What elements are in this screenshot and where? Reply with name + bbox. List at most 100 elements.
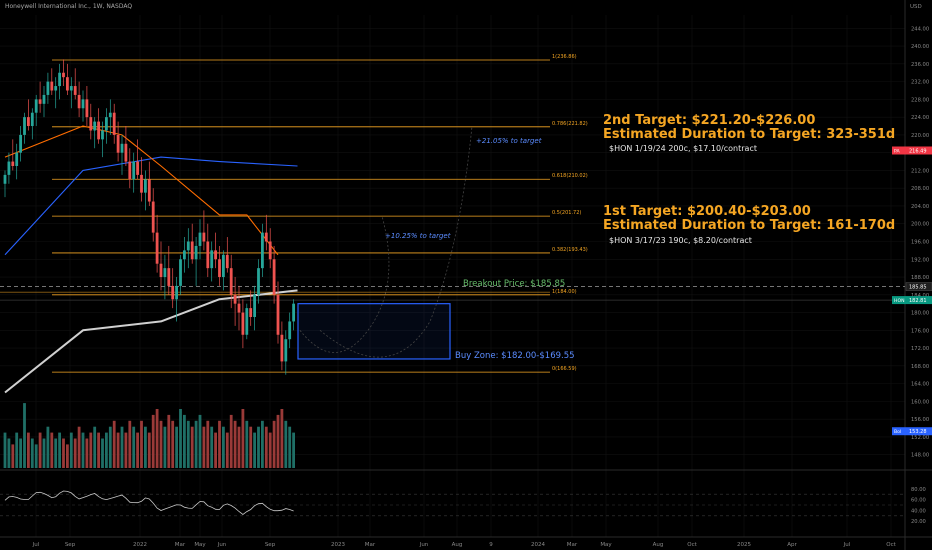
time-tick-label: Sep (265, 542, 276, 548)
volume-bar (38, 432, 42, 468)
fib-level-label: 1(236.86) (552, 54, 577, 60)
volume-bar (190, 426, 194, 468)
price-badge-tag-label: HON (894, 298, 905, 304)
candle-body (11, 161, 15, 166)
candle-body (136, 161, 139, 175)
volume-bar (183, 414, 186, 468)
price-badge (906, 427, 932, 436)
candle-body (159, 263, 163, 278)
price-badge-tag (892, 146, 906, 155)
volume-bar (116, 432, 120, 468)
price-badge-tag-label: PA (894, 149, 900, 155)
candle-body (194, 245, 198, 260)
volume-bar (264, 426, 268, 468)
candle-body (124, 143, 128, 162)
volume-bar (58, 432, 61, 468)
candle-body (105, 117, 108, 131)
volume-bar (155, 409, 159, 468)
volume-bar (30, 438, 34, 468)
target1-title: 1st Target: $200.40-$203.00 (603, 204, 811, 219)
volume-bar (159, 420, 163, 468)
volume-bar (54, 438, 58, 468)
candle-body (7, 161, 11, 175)
candle-body (284, 339, 288, 362)
price-tick-label: 200.00 (911, 222, 929, 228)
price-badge-value: 216.49 (909, 149, 927, 155)
candle-body (218, 259, 221, 278)
volume-bar (27, 432, 30, 468)
candle-body (183, 250, 186, 260)
volume-bar (218, 420, 221, 468)
volume-bar (34, 444, 38, 468)
candle-body (288, 321, 292, 340)
price-tick-label: 196.00 (911, 240, 929, 246)
volume-bar (112, 420, 116, 468)
oscillator-pane (0, 490, 905, 517)
candle-body (19, 134, 22, 153)
price-badge-tag (892, 296, 906, 305)
target2-option: $HON 1/19/24 200c, $17.10/contract (609, 144, 757, 153)
projected-path-2 (319, 125, 473, 358)
volume-bar (206, 420, 210, 468)
moving-average-line (4, 289, 298, 394)
time-tick-label: Aug (452, 542, 463, 548)
price-tick-label: 208.00 (911, 186, 929, 192)
candle-body (280, 334, 284, 362)
volume-bar (105, 432, 108, 468)
drawings (297, 125, 473, 360)
time-tick-label: Jun (217, 542, 227, 548)
price-tick-label: 148.00 (911, 453, 929, 459)
price-tick-label: 164.00 (911, 382, 929, 388)
candle-body (50, 81, 54, 91)
price-badge-tag (892, 427, 906, 436)
candle-body (186, 241, 190, 251)
time-tick-label: Jul (32, 542, 40, 548)
volume-bar (163, 426, 167, 468)
buy-zone-label: Buy Zone: $182.00-$169.55 (455, 351, 575, 361)
volume-bars (3, 403, 295, 468)
candle-body (81, 99, 85, 109)
volume-bar (214, 432, 217, 468)
candle-body (147, 179, 151, 202)
candle-body (214, 250, 217, 260)
candle-body (132, 161, 136, 180)
volume-bar (179, 409, 182, 468)
fib-level-label: 0(166.59) (552, 366, 577, 372)
price-tick-label: 152.00 (911, 435, 929, 441)
price-tick-label: 160.00 (911, 399, 929, 405)
volume-bar (81, 432, 85, 468)
candle-body (54, 86, 58, 91)
volume-bar (132, 426, 136, 468)
candle-body (46, 81, 50, 95)
volume-bar (210, 426, 214, 468)
volume-bar (261, 420, 264, 468)
volume-bar (124, 432, 128, 468)
time-tick-label: 2024 (531, 542, 545, 548)
candle-body (163, 268, 167, 278)
time-tick-label: Jun (419, 542, 429, 548)
candle-body (202, 232, 206, 242)
price-tick-label: 236.00 (911, 62, 929, 68)
candle-body (128, 161, 132, 180)
volume-bar (140, 420, 143, 468)
moving-average-line (4, 125, 279, 256)
volume-bar (97, 432, 100, 468)
price-badge (906, 146, 932, 155)
oscillator-tick-label: 40.00 (911, 508, 926, 514)
candle-body (264, 232, 268, 242)
candle-body (85, 99, 89, 118)
time-tick-label: 2023 (331, 542, 345, 548)
moving-average-line (4, 156, 298, 256)
candle-body (151, 201, 155, 233)
candle-body (272, 259, 276, 295)
time-tick-label: Aug (653, 542, 664, 548)
price-tick-label: 232.00 (911, 80, 929, 86)
volume-bar (272, 420, 276, 468)
price-tick-label: 228.00 (911, 97, 929, 103)
volume-bar (46, 426, 50, 468)
volume-bar (292, 432, 295, 468)
candle-body (97, 121, 100, 140)
